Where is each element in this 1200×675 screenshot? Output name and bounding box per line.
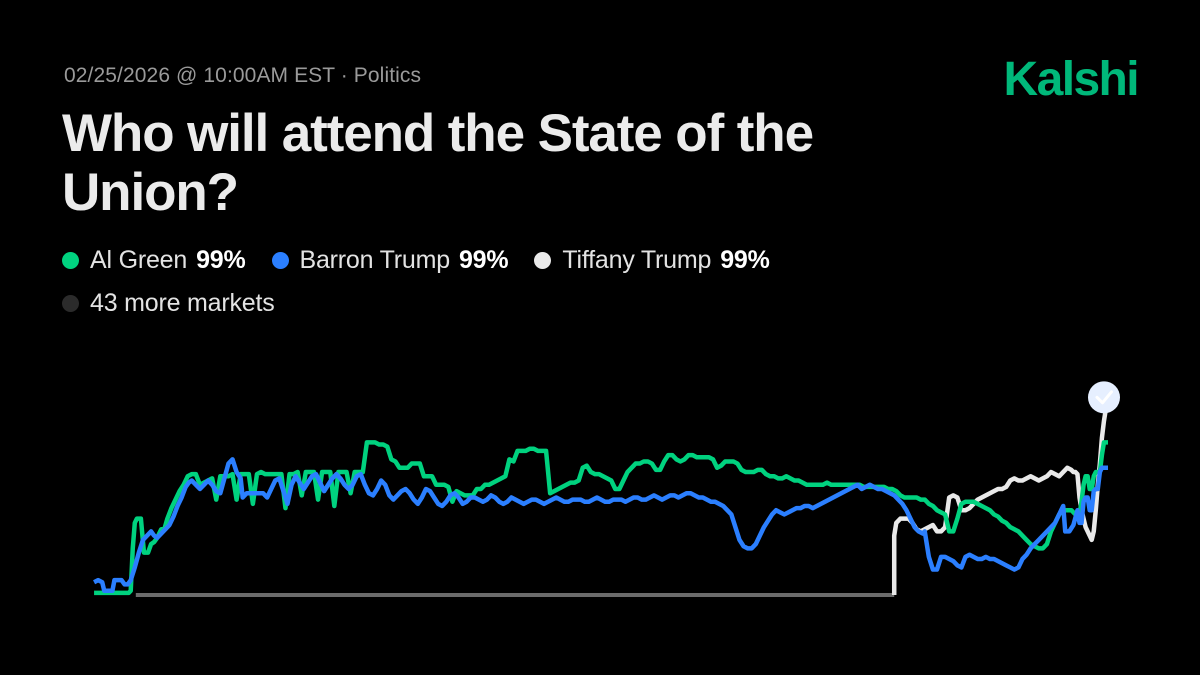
- chart-series-line: [93, 457, 1108, 594]
- legend-row-more: 43 more markets: [62, 289, 1142, 318]
- legend-row-primary: Al Green 99% Barron Trump 99% Tiffany Tr…: [62, 246, 1142, 275]
- header-meta: 02/25/2026 @ 10:00AM EST · Politics: [64, 64, 422, 87]
- chart-series-line: [891, 404, 1110, 595]
- legend-item-barron-trump[interactable]: Barron Trump 99%: [271, 246, 509, 275]
- legend-dot-icon-barron-trump: [271, 252, 289, 269]
- more-markets-label: 43 more markets: [90, 289, 275, 317]
- legend-label-al-green: Al Green: [90, 246, 188, 274]
- check-icon: [1095, 390, 1113, 405]
- legend-value-al-green: 99%: [196, 246, 246, 274]
- legend-item-tiffany-trump[interactable]: Tiffany Trump 99%: [534, 246, 770, 275]
- legend-item-al-green[interactable]: Al Green 99%: [62, 246, 246, 275]
- legend-dot-icon-al-green: [62, 252, 79, 269]
- legend-value-barron-trump: 99%: [458, 246, 509, 274]
- chart-canvas: [93, 381, 1120, 597]
- page-title: Who will attend the State of the Union?: [62, 104, 814, 223]
- price-history-chart[interactable]: [0, 348, 1200, 675]
- legend-value-tiffany-trump: 99%: [720, 246, 770, 274]
- legend: Al Green 99% Barron Trump 99% Tiffany Tr…: [62, 246, 1142, 318]
- legend-dot-icon-tiffany-trump: [534, 252, 552, 269]
- legend-dot-icon-more-markets: [62, 295, 79, 312]
- marker-circle: [1088, 381, 1120, 414]
- chart-endpoint-marker[interactable]: [1088, 381, 1120, 414]
- legend-item-more-markets[interactable]: 43 more markets: [62, 289, 275, 318]
- legend-label-barron-trump: Barron Trump: [299, 246, 451, 274]
- legend-label-tiffany-trump: Tiffany Trump: [562, 246, 712, 274]
- chart-series-line: [94, 440, 1109, 596]
- kalshi-logo: Kalshi: [1003, 53, 1140, 106]
